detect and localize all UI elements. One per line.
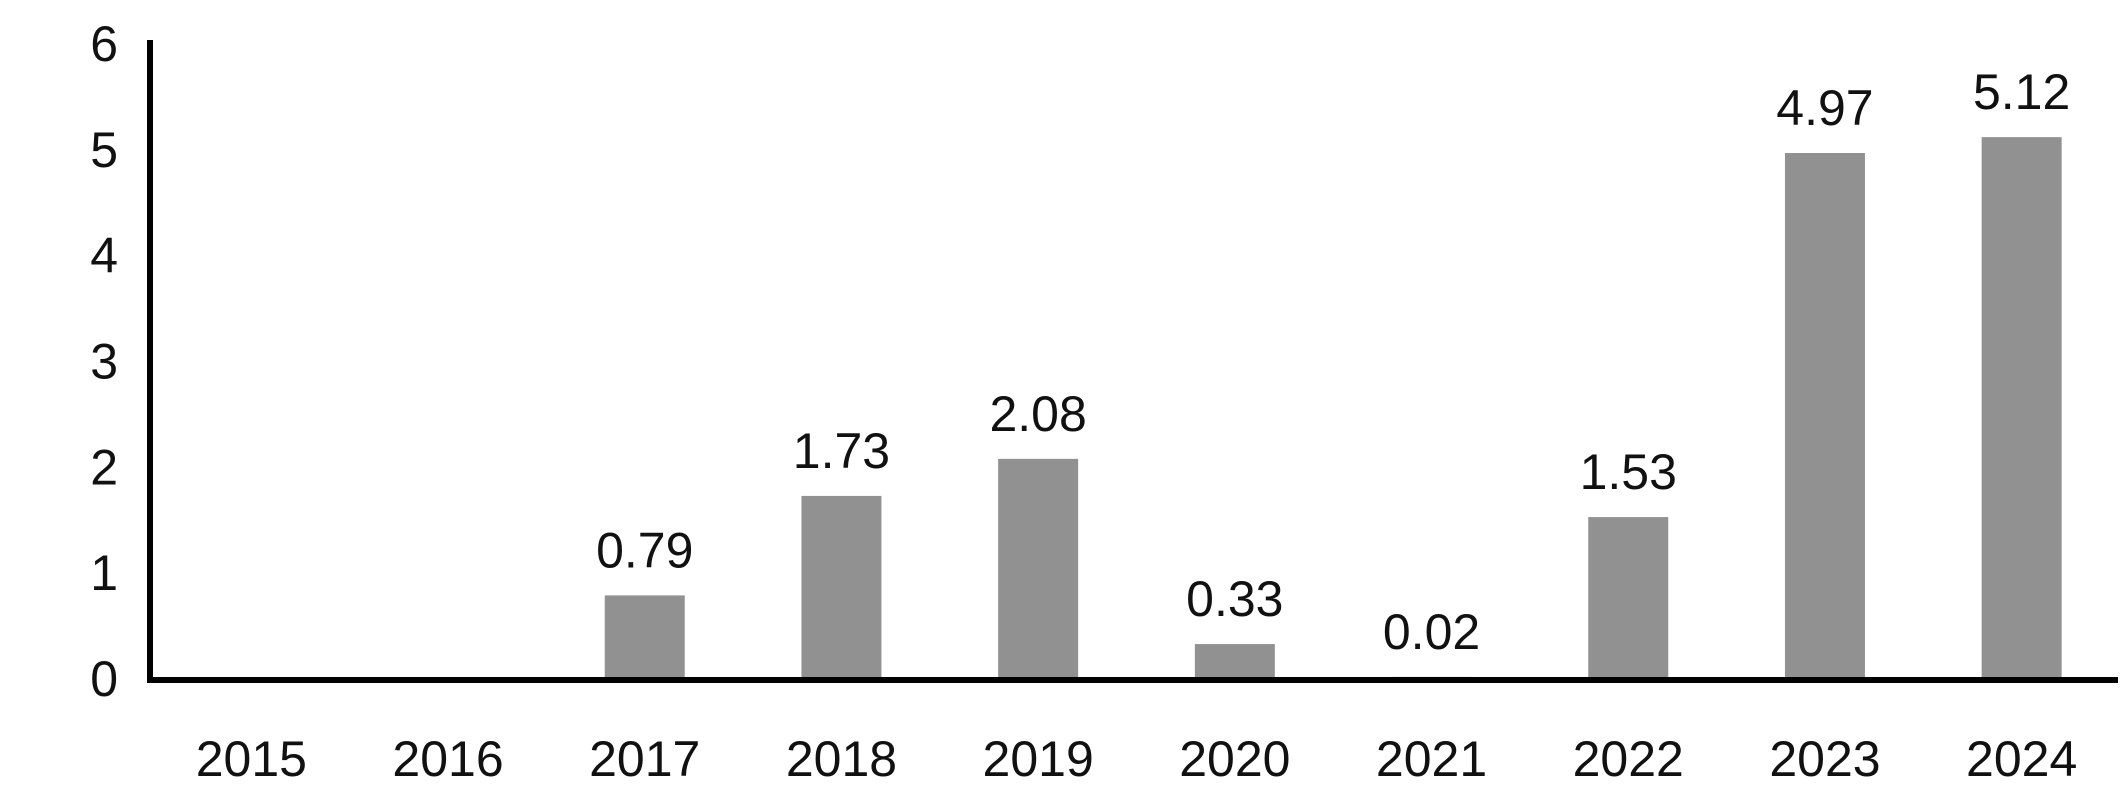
x-tick-label-2023: 2023: [1769, 731, 1880, 783]
bar-2024: [1981, 137, 2062, 680]
y-tick-label: 1: [90, 545, 118, 601]
data-label-2018: 1.73: [793, 423, 890, 479]
data-label-2023: 4.97: [1776, 80, 1873, 136]
y-tick-label: 5: [90, 122, 118, 178]
bar-2022: [1588, 517, 1669, 679]
y-tick-label: 4: [90, 228, 118, 284]
bar-2023: [1784, 153, 1865, 680]
data-label-2024: 5.12: [1973, 64, 2070, 120]
data-label-2022: 1.53: [1580, 444, 1677, 500]
bar-2018: [801, 495, 882, 679]
y-axis-ticks: 0 1 2 3 4 5 6: [90, 16, 118, 707]
x-axis-ticks: 2015 2016 2017 2018 2019 2020 2021 2022 2023 2024: [196, 731, 2078, 787]
data-label-2019: 2.08: [989, 386, 1086, 442]
x-tick-label-2024: 2024: [1966, 731, 2077, 783]
bar-2019: [998, 458, 1079, 679]
x-tick-label-2019: 2019: [983, 731, 1094, 783]
bars-group: [604, 137, 2062, 680]
bar-2017: [604, 595, 685, 679]
x-tick-label-2022: 2022: [1573, 731, 1684, 783]
bar-2020: [1194, 644, 1275, 679]
x-tick-label-2015: 2015: [196, 731, 307, 783]
data-labels-group: 0.79 1.73 2.08 0.33 0.02 1.53 4.97 5.12: [596, 64, 2070, 660]
data-label-2017: 0.79: [596, 522, 693, 578]
y-tick-label: 2: [90, 439, 118, 495]
y-tick-label: 3: [90, 334, 118, 390]
x-tick-label-2018: 2018: [786, 731, 897, 783]
data-label-2020: 0.33: [1186, 571, 1283, 627]
x-tick-label-2020: 2020: [1179, 731, 1290, 783]
y-tick-label: 0: [90, 651, 118, 707]
x-tick-label-2016: 2016: [392, 731, 503, 783]
y-tick-label: 6: [90, 16, 118, 72]
data-label-2021: 0.02: [1383, 604, 1480, 660]
x-tick-label-2017: 2017: [589, 731, 700, 783]
x-tick-label-2021: 2021: [1376, 731, 1487, 783]
